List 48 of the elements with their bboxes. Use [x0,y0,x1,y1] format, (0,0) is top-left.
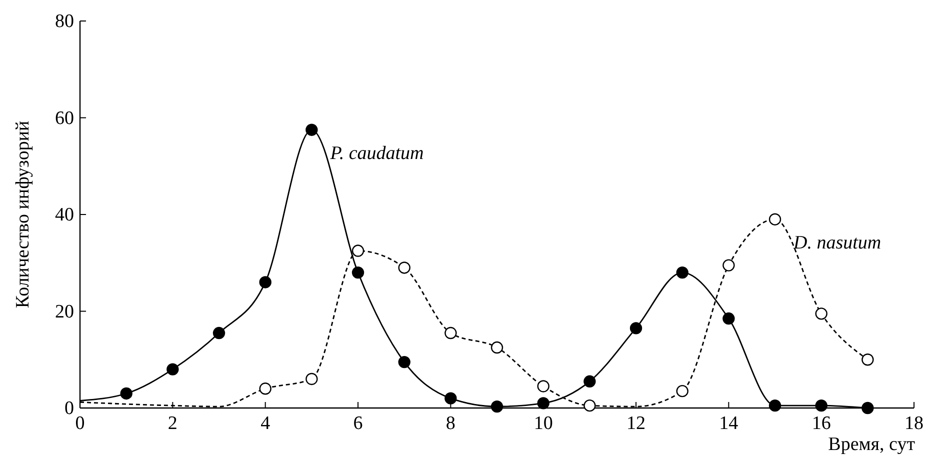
x-tick-label: 8 [446,413,456,434]
point [259,382,272,395]
point [444,326,457,340]
series-label: D. nasutum [792,232,882,254]
point [676,266,688,279]
x-tick-label: 4 [260,413,271,434]
point [584,399,596,412]
point [676,384,688,398]
x-tick-label: 12 [626,413,646,434]
point [722,259,735,272]
point [306,372,318,386]
x-tick-label: 18 [904,413,924,434]
point [306,124,318,136]
point [398,262,410,274]
point [768,213,782,226]
point [537,397,550,410]
point [815,399,828,412]
point [352,244,364,257]
point [259,276,272,288]
point [212,326,226,340]
y-tick-label: 20 [55,301,74,322]
point [768,399,782,412]
y-axis-title: Количество инфузорий [12,120,34,308]
point [630,322,642,334]
point [584,375,596,388]
point [815,308,828,320]
point [537,380,550,392]
point [490,400,504,413]
x-tick-label: 2 [168,413,178,434]
point [398,356,410,368]
point [444,392,457,404]
point [166,363,179,376]
y-tick-label: 40 [55,204,74,226]
point [490,341,504,354]
y-tick-label: 0 [64,398,74,419]
y-tick-label: 80 [55,11,74,32]
x-axis-title: Время, сут [828,434,916,455]
point [862,402,874,414]
x-tick-label: 10 [534,413,553,434]
x-tick-label: 14 [719,413,739,434]
point [352,266,364,279]
x-tick-label: 6 [353,413,363,434]
series-label: P. caudatum [329,142,424,164]
point [120,387,132,400]
point [862,354,874,366]
x-tick-label: 16 [812,413,831,434]
y-tick-label: 60 [55,108,74,129]
point [722,312,735,325]
